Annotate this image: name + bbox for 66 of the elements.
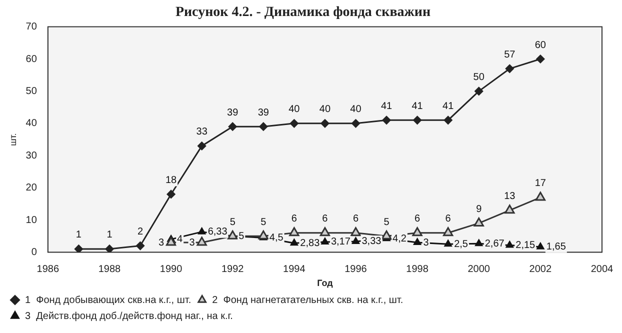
data-label: 6,33 xyxy=(208,226,228,238)
data-label: 17 xyxy=(534,178,546,190)
data-label: 3 xyxy=(158,237,164,248)
x-tick-label: 1986 xyxy=(36,264,60,275)
data-label: 5 xyxy=(260,216,267,228)
y-tick-label: 30 xyxy=(26,150,38,162)
data-label: 6 xyxy=(352,214,359,225)
x-tick-label: 1998 xyxy=(406,264,429,275)
x-tick-label: 2000 xyxy=(468,264,490,275)
data-label: 9 xyxy=(476,204,482,215)
data-label: 3 xyxy=(423,237,430,248)
data-label: 39 xyxy=(258,107,270,118)
data-label: 40 xyxy=(350,104,362,116)
y-tick-label: 0 xyxy=(31,246,38,258)
data-label: 2 xyxy=(137,226,144,238)
data-label: 1 xyxy=(106,230,113,241)
data-label: 41 xyxy=(442,100,454,112)
data-label: 40 xyxy=(319,104,331,116)
data-label: 1,65 xyxy=(546,242,566,253)
data-label: 41 xyxy=(412,100,424,112)
y-tick-label: 40 xyxy=(26,118,38,130)
data-label: 6 xyxy=(445,214,452,225)
data-label: 2,67 xyxy=(484,238,505,250)
data-label: 6 xyxy=(291,214,298,225)
data-label: 6 xyxy=(322,214,328,225)
x-tick-label: 1992 xyxy=(221,264,244,275)
data-label: 39 xyxy=(227,107,239,118)
data-label: 2,5 xyxy=(454,238,468,250)
data-label: 4,2 xyxy=(392,233,407,244)
data-label: 60 xyxy=(534,40,546,51)
data-label: 41 xyxy=(380,100,393,112)
data-label: 2,15 xyxy=(516,240,536,252)
legend-label: 3 Действ.фонд доб./действ.фонд наг., на к.г. xyxy=(25,310,233,322)
data-label: 3,17 xyxy=(330,236,351,248)
data-label: 1 xyxy=(76,230,82,241)
y-tick-label: 20 xyxy=(26,182,38,194)
y-tick-label: 10 xyxy=(26,214,38,226)
y-tick-label: 70 xyxy=(26,22,38,33)
y-tick-label: 60 xyxy=(26,54,38,65)
x-tick-label: 1990 xyxy=(160,264,183,275)
data-label: 5 xyxy=(384,216,390,228)
x-tick-label: 2004 xyxy=(590,264,614,275)
x-tick-label: 1996 xyxy=(344,264,368,275)
data-label: 57 xyxy=(504,49,516,60)
data-label: 5 xyxy=(230,216,236,228)
x-axis-title: Год xyxy=(317,278,334,288)
chart-title: Рисунок 4.2. - Динамика фонда скважин xyxy=(175,5,431,20)
x-tick-label: 1988 xyxy=(98,264,122,275)
y-tick-label: 50 xyxy=(26,86,38,97)
data-label: 18 xyxy=(165,174,178,186)
data-label: 13 xyxy=(504,191,516,202)
data-label: 40 xyxy=(288,104,300,116)
data-label: 5 xyxy=(238,230,245,242)
data-label: 2,83 xyxy=(300,238,320,249)
y-axis-title: шт. xyxy=(8,133,18,146)
data-label: 50 xyxy=(473,72,485,83)
data-label: 4,5 xyxy=(269,232,284,244)
data-label: 3 xyxy=(189,237,196,248)
legend-label: 2 Фонд нагнетатательных скв. на к.г., шт. xyxy=(212,294,404,306)
data-label: 3,33 xyxy=(362,236,382,248)
data-label: 6 xyxy=(414,214,421,225)
legend-label: 1 Фонд добывающих скв.на к.г., шт. xyxy=(25,294,192,306)
x-tick-label: 2002 xyxy=(529,264,552,275)
data-label: 4 xyxy=(177,234,184,246)
data-label: 33 xyxy=(196,126,208,138)
x-tick-label: 1994 xyxy=(283,264,306,275)
